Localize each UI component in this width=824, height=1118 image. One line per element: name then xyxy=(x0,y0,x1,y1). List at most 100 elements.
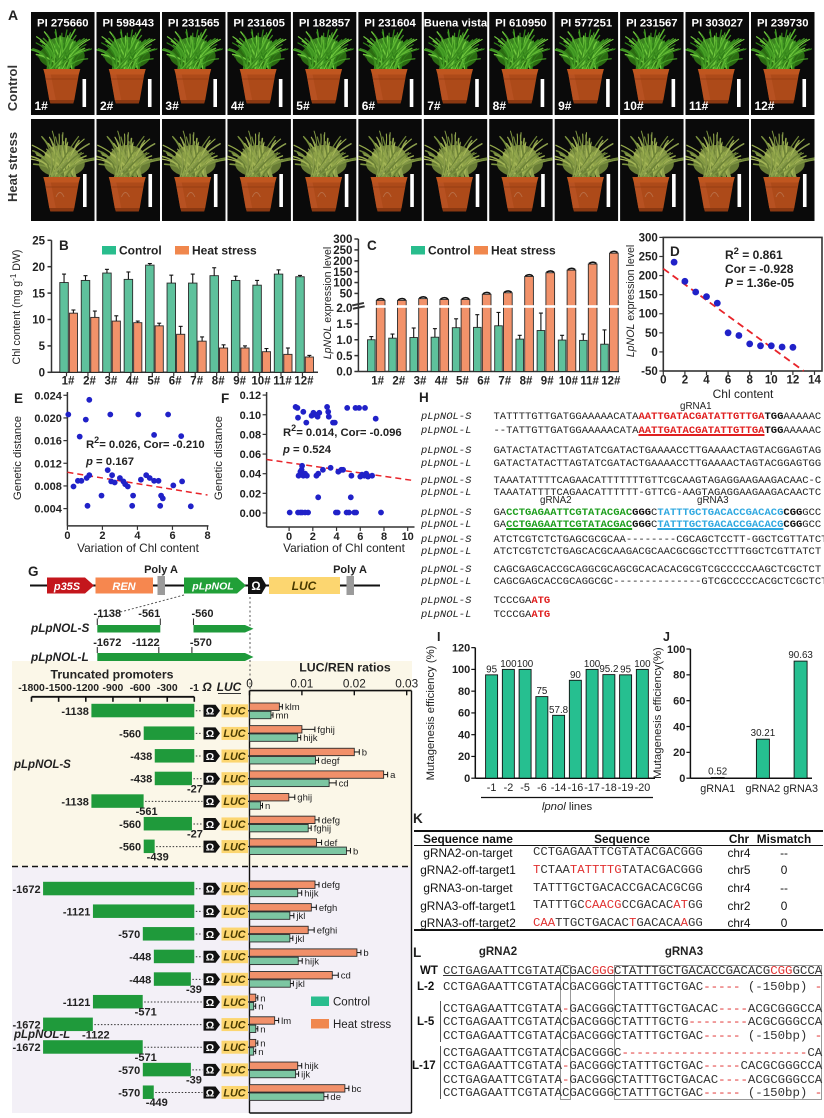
svg-text:-448: -448 xyxy=(129,974,151,986)
svg-text:PI 231565: PI 231565 xyxy=(168,18,220,30)
svg-text:Ω: Ω xyxy=(206,884,214,896)
svg-text:150: 150 xyxy=(639,290,658,302)
svg-text:LUC/REN ratios: LUC/REN ratios xyxy=(299,661,391,675)
svg-text:8: 8 xyxy=(746,375,753,387)
svg-text:0: 0 xyxy=(286,531,292,543)
svg-text:Control: Control xyxy=(5,65,20,111)
svg-text:5#: 5# xyxy=(147,376,160,388)
svg-text:1.0: 1.0 xyxy=(336,335,352,347)
svg-text:150: 150 xyxy=(333,267,352,279)
svg-text:pLpNOL: pLpNOL xyxy=(191,581,233,593)
svg-text:-448: -448 xyxy=(129,952,151,964)
svg-text:20: 20 xyxy=(32,262,45,274)
svg-text:0.04: 0.04 xyxy=(240,469,262,481)
svg-text:Ω: Ω xyxy=(206,1065,214,1077)
svg-text:Heat stress: Heat stress xyxy=(491,244,556,258)
svg-text:6: 6 xyxy=(169,530,175,542)
svg-text:Truncated promoters: Truncated promoters xyxy=(51,668,174,682)
svg-text:Chl content: Chl content xyxy=(713,387,774,401)
svg-text:4: 4 xyxy=(703,375,710,387)
svg-text:hijk: hijk xyxy=(305,956,320,967)
svg-text:Ω: Ω xyxy=(251,581,260,593)
svg-text:LUC: LUC xyxy=(223,906,245,918)
svg-text:efghi: efghi xyxy=(317,925,338,936)
svg-text:14: 14 xyxy=(808,375,821,387)
svg-text:LpNOL expression level: LpNOL expression level xyxy=(625,245,637,357)
svg-text:PI 577251: PI 577251 xyxy=(561,18,613,30)
svg-text:6: 6 xyxy=(357,531,363,543)
svg-text:-1800: -1800 xyxy=(18,683,45,694)
svg-text:-571: -571 xyxy=(135,1007,157,1019)
svg-text:6#: 6# xyxy=(169,376,182,388)
svg-text:0: 0 xyxy=(660,375,666,387)
svg-text:-1138: -1138 xyxy=(61,706,89,718)
svg-text:LUC: LUC xyxy=(223,728,245,740)
svg-text:PI 231605: PI 231605 xyxy=(233,18,285,30)
svg-text:Ω: Ω xyxy=(201,680,212,694)
svg-text:100: 100 xyxy=(517,659,534,670)
svg-text:PI 303027: PI 303027 xyxy=(692,18,744,30)
svg-text:0.016: 0.016 xyxy=(34,436,62,448)
svg-text:12: 12 xyxy=(787,375,800,387)
svg-text:LpNOL expression level: LpNOL expression level xyxy=(322,247,334,359)
svg-text:10: 10 xyxy=(32,315,45,327)
svg-text:-27: -27 xyxy=(187,829,203,841)
svg-text:LUC: LUC xyxy=(223,929,245,941)
svg-text:2#: 2# xyxy=(83,376,96,388)
svg-text:250: 250 xyxy=(639,252,658,264)
svg-text:90: 90 xyxy=(570,670,581,681)
svg-text:-449: -449 xyxy=(146,1097,168,1109)
svg-text:Ω: Ω xyxy=(206,1042,214,1054)
svg-text:0: 0 xyxy=(464,773,470,785)
svg-text:pLpNOL-S: pLpNOL-S xyxy=(30,621,89,635)
svg-text:G: G xyxy=(28,564,39,579)
svg-text:Ω: Ω xyxy=(206,929,214,941)
svg-text:-570: -570 xyxy=(118,1065,140,1077)
svg-text:-17: -17 xyxy=(584,782,600,794)
svg-text:LUC: LUC xyxy=(223,974,245,986)
svg-text:10: 10 xyxy=(765,375,778,387)
svg-text:80: 80 xyxy=(458,686,470,698)
svg-text:10#: 10# xyxy=(624,99,644,113)
svg-text:n: n xyxy=(260,1024,265,1035)
svg-text:efgh: efgh xyxy=(319,903,338,914)
svg-text:Poly A: Poly A xyxy=(144,564,178,576)
svg-text:10: 10 xyxy=(402,531,414,543)
svg-text:-1: -1 xyxy=(487,782,497,794)
svg-text:-16: -16 xyxy=(568,782,584,794)
svg-text:-438: -438 xyxy=(130,751,152,763)
svg-text:25: 25 xyxy=(32,236,45,248)
svg-text:0: 0 xyxy=(64,530,70,542)
svg-text:mn: mn xyxy=(275,711,288,722)
svg-text:Control: Control xyxy=(333,997,370,1009)
svg-text:LUC: LUC xyxy=(223,884,245,896)
svg-text:ijk: ijk xyxy=(301,1070,310,1081)
svg-text:Ω: Ω xyxy=(206,974,214,986)
svg-text:de: de xyxy=(330,1092,341,1103)
svg-text:-560: -560 xyxy=(191,608,213,620)
svg-text:A: A xyxy=(8,7,18,23)
svg-text:6#: 6# xyxy=(477,376,490,388)
svg-text:Mutagenesis efficiency(%): Mutagenesis efficiency(%) xyxy=(652,647,664,779)
svg-text:9#: 9# xyxy=(558,99,572,113)
svg-text:1#: 1# xyxy=(35,99,49,113)
svg-text:LUC: LUC xyxy=(223,706,245,718)
svg-text:E: E xyxy=(14,391,23,406)
svg-text:2: 2 xyxy=(310,531,316,543)
svg-text:9#: 9# xyxy=(541,376,554,388)
svg-text:p = 0.524: p = 0.524 xyxy=(282,444,332,456)
svg-text:LUC: LUC xyxy=(223,951,245,963)
svg-text:100: 100 xyxy=(634,659,651,670)
svg-text:-27: -27 xyxy=(187,783,203,795)
svg-text:1#: 1# xyxy=(371,376,384,388)
svg-text:LUC: LUC xyxy=(223,751,245,763)
svg-text:2: 2 xyxy=(682,375,688,387)
svg-text:R2= 0.014, Cor= -0.096: R2= 0.014, Cor= -0.096 xyxy=(283,423,402,439)
svg-text:n: n xyxy=(260,993,265,1004)
svg-text:0.06: 0.06 xyxy=(240,449,261,461)
svg-text:hijk: hijk xyxy=(303,733,318,744)
svg-text:57.8: 57.8 xyxy=(549,705,569,716)
svg-text:Ω: Ω xyxy=(206,997,214,1009)
svg-text:PI 231604: PI 231604 xyxy=(364,18,416,30)
svg-text:-18: -18 xyxy=(601,782,617,794)
